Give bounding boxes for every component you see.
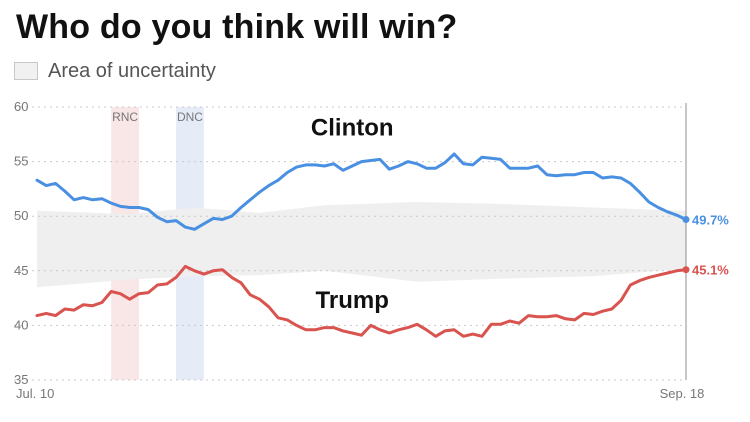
trump-end-point [682, 266, 690, 274]
trump-series-name: Trump [316, 287, 389, 314]
clinton-end-label: 49.7% [692, 212, 729, 227]
series-labels: 49.7% Clinton 45.1% Trump [311, 114, 729, 314]
legend-swatch [14, 62, 38, 80]
clinton-line [35, 152, 688, 231]
page-title: Who do you think will win? [16, 8, 458, 46]
rnc-band-label: RNC [112, 110, 138, 124]
x-tick-label-jul-10: Jul. 10 [16, 386, 54, 401]
dnc-band-label: DNC [177, 110, 203, 124]
y-tick-label-60: 60 [14, 99, 28, 114]
legend-label: Area of uncertainty [48, 59, 216, 82]
y-tick-label-55: 55 [14, 154, 28, 169]
grid-lines [14, 106, 686, 381]
clinton-series-name: Clinton [311, 114, 394, 141]
y-tick-label-40: 40 [14, 317, 28, 332]
uncertainty-area [37, 202, 686, 288]
trump-end-label: 45.1% [692, 263, 729, 278]
y-tick-label-50: 50 [14, 208, 28, 223]
series-lines [35, 152, 690, 338]
x-axis-tick-labels: Jul. 10 Sep. 18 [16, 386, 704, 401]
legend: Area of uncertainty [14, 58, 216, 84]
y-tick-label-45: 45 [14, 263, 28, 278]
y-axis-tick-labels: 35 40 45 50 55 60 [14, 99, 28, 387]
uncertainty-area-shape [37, 202, 686, 288]
x-tick-label-sep-18: Sep. 18 [660, 386, 705, 401]
y-tick-label-35: 35 [14, 372, 28, 387]
trump-line [35, 264, 688, 338]
clinton-end-point [682, 215, 690, 223]
